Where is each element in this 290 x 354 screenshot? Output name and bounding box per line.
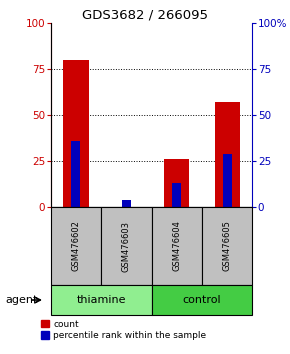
Text: control: control: [183, 295, 221, 305]
Bar: [222, 154, 232, 207]
Bar: [172, 183, 181, 207]
Text: GSM476602: GSM476602: [71, 221, 80, 272]
Legend: count, percentile rank within the sample: count, percentile rank within the sample: [41, 320, 206, 340]
Bar: [215, 102, 240, 207]
Bar: [164, 159, 189, 207]
Bar: [122, 200, 131, 207]
Text: agent: agent: [6, 295, 38, 305]
Bar: [71, 141, 81, 207]
Text: GDS3682 / 266095: GDS3682 / 266095: [82, 9, 208, 22]
Bar: [63, 60, 88, 207]
Text: thiamine: thiamine: [76, 295, 126, 305]
Text: GSM476605: GSM476605: [223, 221, 232, 272]
Text: GSM476603: GSM476603: [122, 221, 131, 272]
Text: GSM476604: GSM476604: [172, 221, 181, 272]
